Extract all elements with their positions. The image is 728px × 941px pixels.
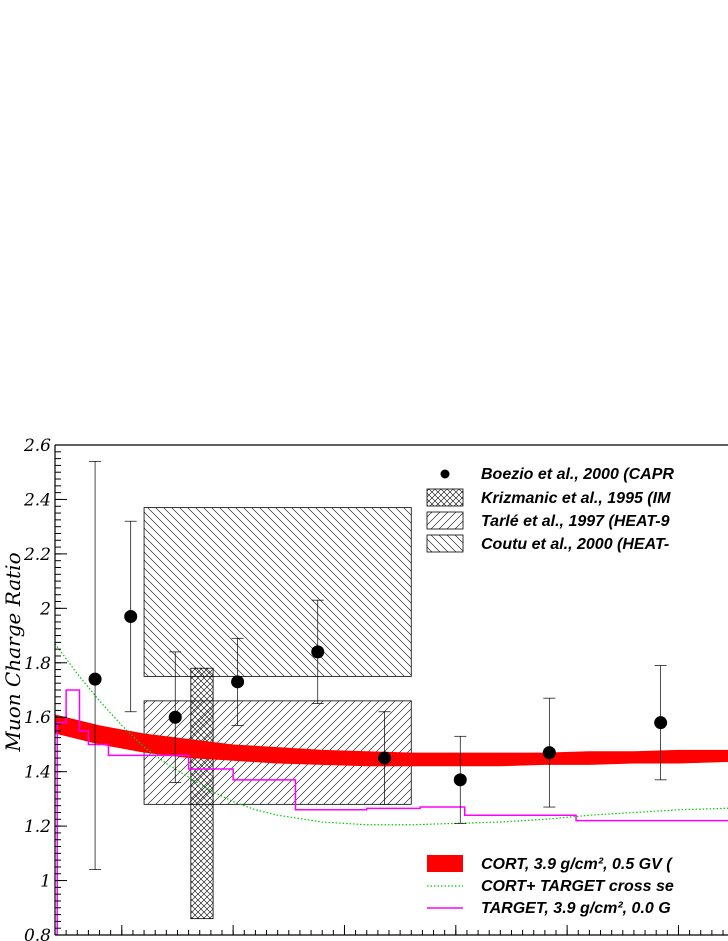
- y-tick-label: 0.8: [24, 926, 51, 941]
- y-ticks: 0.8 1 1.2 1.4 1.6 1.8 2 2.2 2.4 2.6: [23, 436, 67, 941]
- point-marker: [542, 746, 556, 760]
- point-marker: [168, 710, 182, 724]
- data-point: [654, 665, 668, 781]
- model-lines: [55, 643, 728, 935]
- legend-label: CORT, 3.9 g/cm², 0.5 GV (: [481, 856, 673, 873]
- y-tick-label: 2.2: [23, 545, 51, 565]
- legend-entry: TARGET, 3.9 g/cm², 0.0 G: [427, 900, 671, 917]
- legend-label: Krizmanic et al., 1995 (IM: [481, 490, 671, 507]
- point-marker: [378, 751, 392, 765]
- y-tick-label: 1.8: [24, 654, 51, 674]
- hatched-boxes: [143, 507, 412, 920]
- x-ticks: 0.250.50.7511.251.5: [65, 925, 724, 935]
- legend-entry: Tarlé et al., 1997 (HEAT-9: [426, 511, 670, 530]
- legend-entry: CORT, 3.9 g/cm², 0.5 GV (: [427, 855, 673, 873]
- point-marker: [231, 675, 245, 689]
- legend: Boezio et al., 2000 (CAPR Krizmanic et al…: [426, 466, 674, 917]
- legend-swatch: [427, 855, 463, 872]
- legend-label: CORT+ TARGET cross se: [481, 878, 674, 895]
- point-marker: [124, 610, 138, 623]
- y-tick-label: 2.6: [23, 436, 51, 456]
- data-point: [378, 711, 392, 805]
- legend-entry: Boezio et al., 2000 (CAPR: [440, 466, 674, 483]
- legend-swatch: [426, 534, 464, 553]
- legend-label: Tarlé et al., 1997 (HEAT-9: [481, 513, 670, 530]
- y-tick-label: 2: [39, 599, 51, 619]
- legend-swatch: [426, 511, 464, 530]
- y-tick-label: 1.4: [24, 763, 51, 783]
- legend-entry: Krizmanic et al., 1995 (IM: [426, 488, 671, 507]
- y-tick-label: 2.4: [23, 490, 51, 510]
- data-point: [231, 637, 245, 726]
- cort-band-area: [55, 714, 728, 767]
- point-marker: [654, 716, 668, 730]
- legend-entry: CORT+ TARGET cross se: [427, 878, 674, 895]
- point-marker: [453, 773, 467, 787]
- data-point: [88, 460, 102, 871]
- legend-marker: [440, 469, 450, 479]
- data-point: [311, 599, 325, 704]
- legend-swatch: [426, 488, 464, 507]
- y-tick-label: 1.2: [24, 817, 51, 837]
- legend-entry: Coutu et al., 2000 (HEAT-: [426, 534, 669, 553]
- y-tick-label: 1.6: [24, 708, 51, 728]
- legend-label: Coutu et al., 2000 (HEAT-: [481, 536, 669, 553]
- y-tick-label: 1: [40, 872, 51, 892]
- data-point: [168, 651, 182, 783]
- y-axis-label: Muon Charge Ratio: [1, 552, 25, 752]
- point-marker: [311, 645, 325, 659]
- data-point: [542, 697, 556, 808]
- target-step-line: [55, 689, 728, 935]
- cort-band: [55, 714, 728, 767]
- point-marker: [88, 672, 102, 686]
- box-backward-hatch: [143, 507, 412, 677]
- data-points: [88, 460, 668, 871]
- data-point: [124, 520, 138, 713]
- legend-label: Boezio et al., 2000 (CAPR: [481, 466, 674, 483]
- legend-label: TARGET, 3.9 g/cm², 0.0 G: [481, 900, 671, 917]
- data-point: [453, 735, 467, 824]
